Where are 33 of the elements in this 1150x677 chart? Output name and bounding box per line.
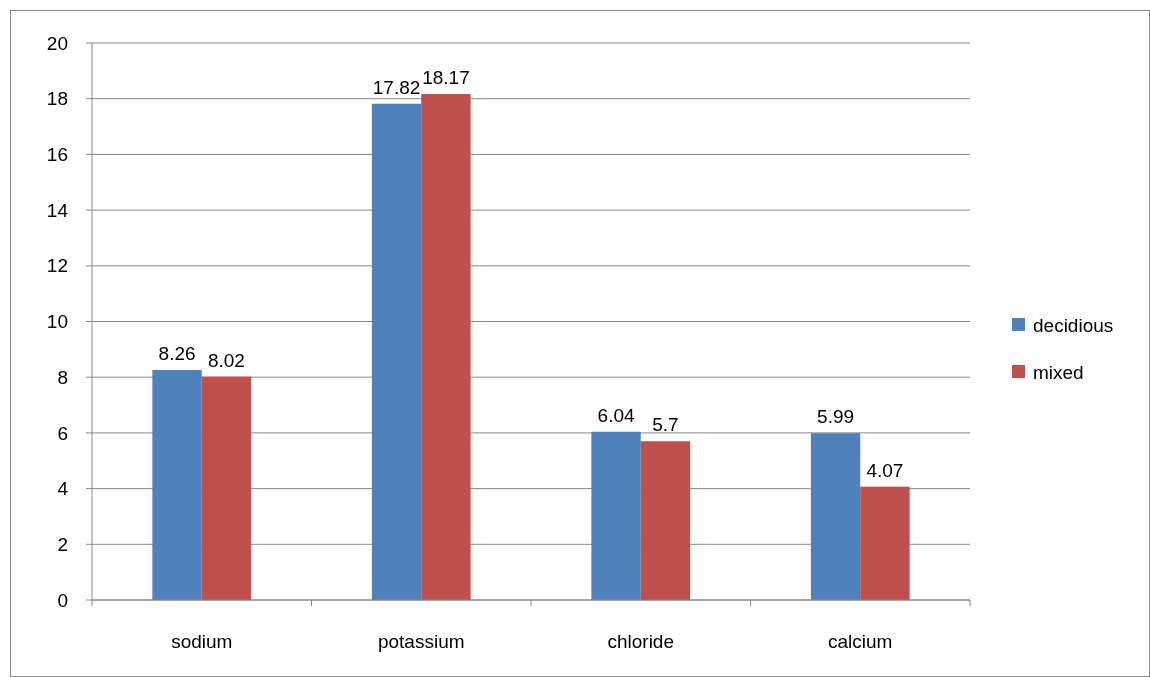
data-label: 5.99	[817, 406, 855, 428]
y-tick-label: 14	[46, 199, 69, 221]
x-tick-label: potassium	[377, 631, 465, 652]
bar	[860, 486, 910, 600]
y-tick-label: 0	[57, 589, 68, 611]
y-tick-label: 2	[57, 533, 68, 555]
x-tick-label: calcium	[828, 631, 893, 652]
bar	[810, 433, 861, 600]
bar	[421, 93, 471, 600]
y-tick-label: 20	[46, 32, 68, 54]
y-tick-label: 18	[46, 88, 68, 110]
x-tick-label: sodium	[171, 631, 233, 652]
bar	[591, 431, 641, 600]
legend-label: decidious	[1033, 314, 1114, 336]
bar	[201, 376, 252, 600]
x-tick-label: chloride	[607, 631, 675, 652]
data-label: 4.07	[866, 459, 904, 481]
y-tick-label: 10	[46, 311, 68, 333]
data-label: 6.04	[597, 404, 635, 426]
y-tick-label: 8	[57, 366, 68, 388]
y-tick-label: 16	[46, 144, 68, 166]
data-label: 18.17	[422, 66, 470, 88]
data-label: 8.02	[207, 349, 245, 371]
data-label: 8.26	[158, 342, 196, 364]
bar	[152, 369, 202, 600]
y-tick-label: 6	[57, 422, 68, 444]
legend-label: mixed	[1033, 361, 1084, 383]
data-label: 17.82	[372, 76, 421, 98]
y-tick-label: 12	[46, 255, 68, 277]
y-tick-label: 4	[57, 478, 69, 500]
bar	[371, 103, 422, 600]
data-label: 5.7	[652, 414, 679, 436]
bar	[640, 441, 691, 600]
